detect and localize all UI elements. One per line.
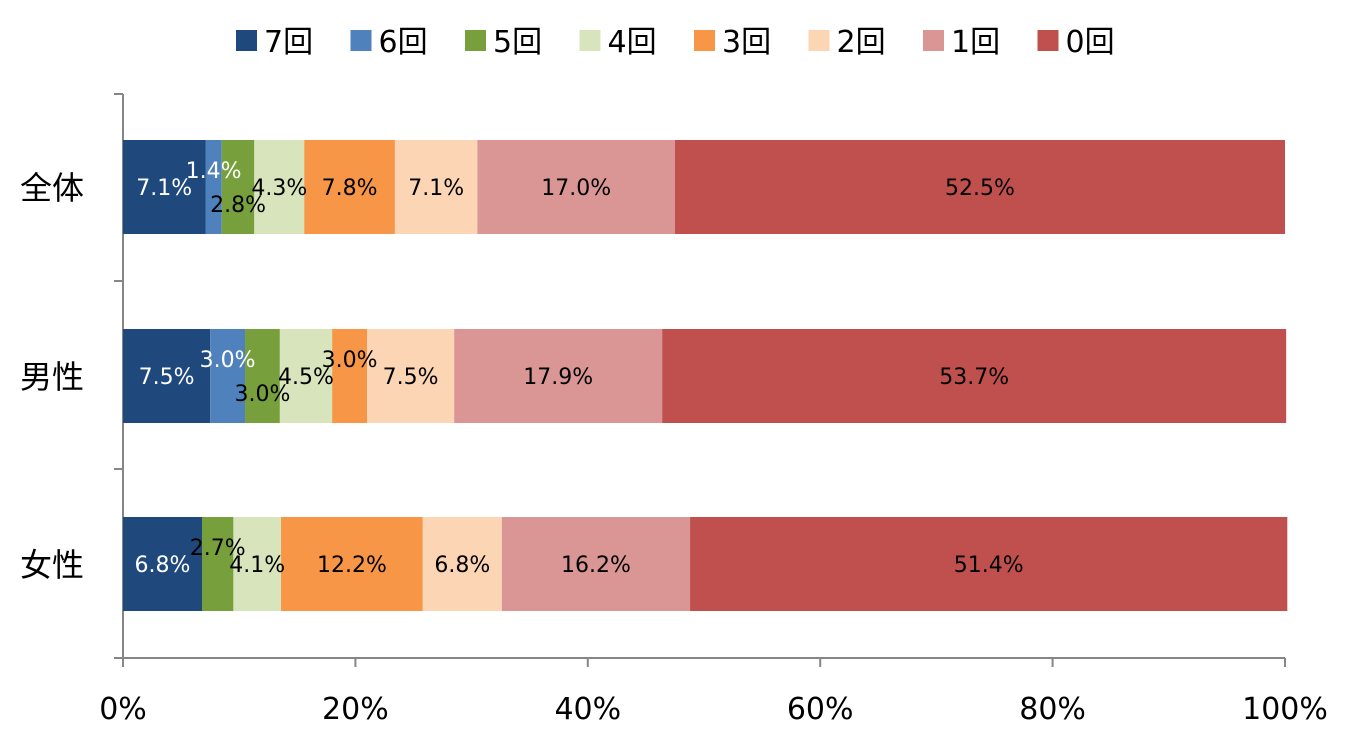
category-label: 男性	[20, 358, 84, 396]
bar-segment	[367, 329, 455, 423]
x-tick-label: 100%	[1242, 692, 1328, 727]
x-tick-label: 60%	[787, 692, 854, 727]
legend-swatch	[694, 30, 715, 51]
bar-segment	[422, 517, 502, 611]
bar-segment	[454, 329, 663, 423]
legend-item: 6回	[350, 25, 428, 60]
data-label: 16.2%	[561, 553, 631, 578]
legend-swatch	[923, 30, 944, 51]
legend-swatch	[465, 30, 486, 51]
bar-segment	[210, 329, 246, 423]
legend-label: 1回	[951, 25, 1000, 60]
data-label: 6.8%	[434, 553, 490, 578]
data-label: 17.9%	[523, 365, 593, 390]
legend-swatch	[579, 30, 601, 51]
bar-segment	[245, 329, 280, 423]
bar-segment	[123, 329, 211, 423]
data-label: 7.1%	[136, 176, 192, 201]
legend-label: 3回	[722, 25, 771, 60]
legend-swatch	[808, 30, 830, 51]
legend-label: 2回	[837, 25, 886, 60]
data-label: 2.8%	[210, 193, 266, 218]
legend-item: 7回	[236, 25, 313, 60]
data-label: 3.0%	[200, 348, 256, 373]
category-label: 女性	[20, 546, 84, 584]
bar-segment	[281, 517, 423, 611]
bar-segment	[674, 140, 1285, 234]
data-label: 4.1%	[229, 553, 285, 578]
legend-item: 2回	[808, 25, 886, 60]
data-label: 4.3%	[251, 176, 307, 201]
x-tick-label: 20%	[322, 692, 389, 727]
data-label: 52.5%	[945, 176, 1015, 201]
bar-segment	[690, 517, 1288, 611]
data-label: 51.4%	[954, 553, 1024, 578]
data-label: 2.7%	[190, 536, 246, 561]
bar-row	[123, 517, 1288, 611]
legend-item: 5回	[465, 25, 542, 60]
x-tick-label: 40%	[554, 692, 621, 727]
legend: 7回 6回 5回 4回 3回 2回 1回 0回	[236, 25, 1115, 60]
legend-label: 5回	[493, 25, 542, 60]
data-label: 6.8%	[135, 553, 191, 578]
data-label: 7.5%	[383, 365, 439, 390]
legend-swatch	[236, 30, 257, 51]
legend-item: 4回	[579, 25, 657, 60]
bar-segment	[202, 517, 234, 611]
data-label: 4.5%	[278, 365, 334, 390]
data-label: 17.0%	[541, 176, 611, 201]
bar-segment	[233, 517, 282, 611]
bar-segment	[477, 140, 675, 234]
category-label: 全体	[20, 169, 84, 207]
data-label: 3.0%	[234, 382, 290, 407]
x-tick-label: 80%	[1019, 692, 1086, 727]
legend-item: 0回	[1037, 25, 1115, 60]
bar-segment	[332, 329, 368, 423]
bar-segment	[394, 140, 478, 234]
bar-segment	[304, 140, 395, 234]
data-label: 3.0%	[322, 348, 378, 373]
legend-label: 6回	[379, 25, 428, 60]
data-label: 1.4%	[186, 159, 242, 184]
legend-swatch	[1037, 30, 1059, 51]
legend-label: 4回	[608, 25, 657, 60]
bar-segment	[221, 140, 255, 234]
legend-swatch	[350, 30, 372, 51]
data-label: 12.2%	[317, 553, 387, 578]
bar-segment	[123, 517, 203, 611]
data-label: 7.5%	[139, 365, 195, 390]
legend-label: 0回	[1066, 25, 1115, 60]
legend-label: 7回	[264, 25, 313, 60]
bar-segment	[501, 517, 691, 611]
data-label: 7.8%	[322, 176, 378, 201]
x-tick-label: 0%	[99, 692, 147, 727]
legend-item: 1回	[923, 25, 1000, 60]
bar-segment	[123, 140, 206, 234]
bar-segment	[279, 329, 333, 423]
legend-item: 3回	[694, 25, 771, 60]
bar-row	[123, 329, 1287, 423]
data-label: 53.7%	[939, 365, 1009, 390]
bar-segment	[254, 140, 305, 234]
data-label: 7.1%	[408, 176, 464, 201]
bar-segment	[205, 140, 222, 234]
plot-area	[123, 140, 1288, 611]
bar-segment	[662, 329, 1287, 423]
bar-row	[123, 140, 1285, 234]
data-labels: 7.1%1.4%2.8%4.3% 7.8% 7.1% 17.0% 52.5%7.5%3.…	[135, 159, 1024, 578]
